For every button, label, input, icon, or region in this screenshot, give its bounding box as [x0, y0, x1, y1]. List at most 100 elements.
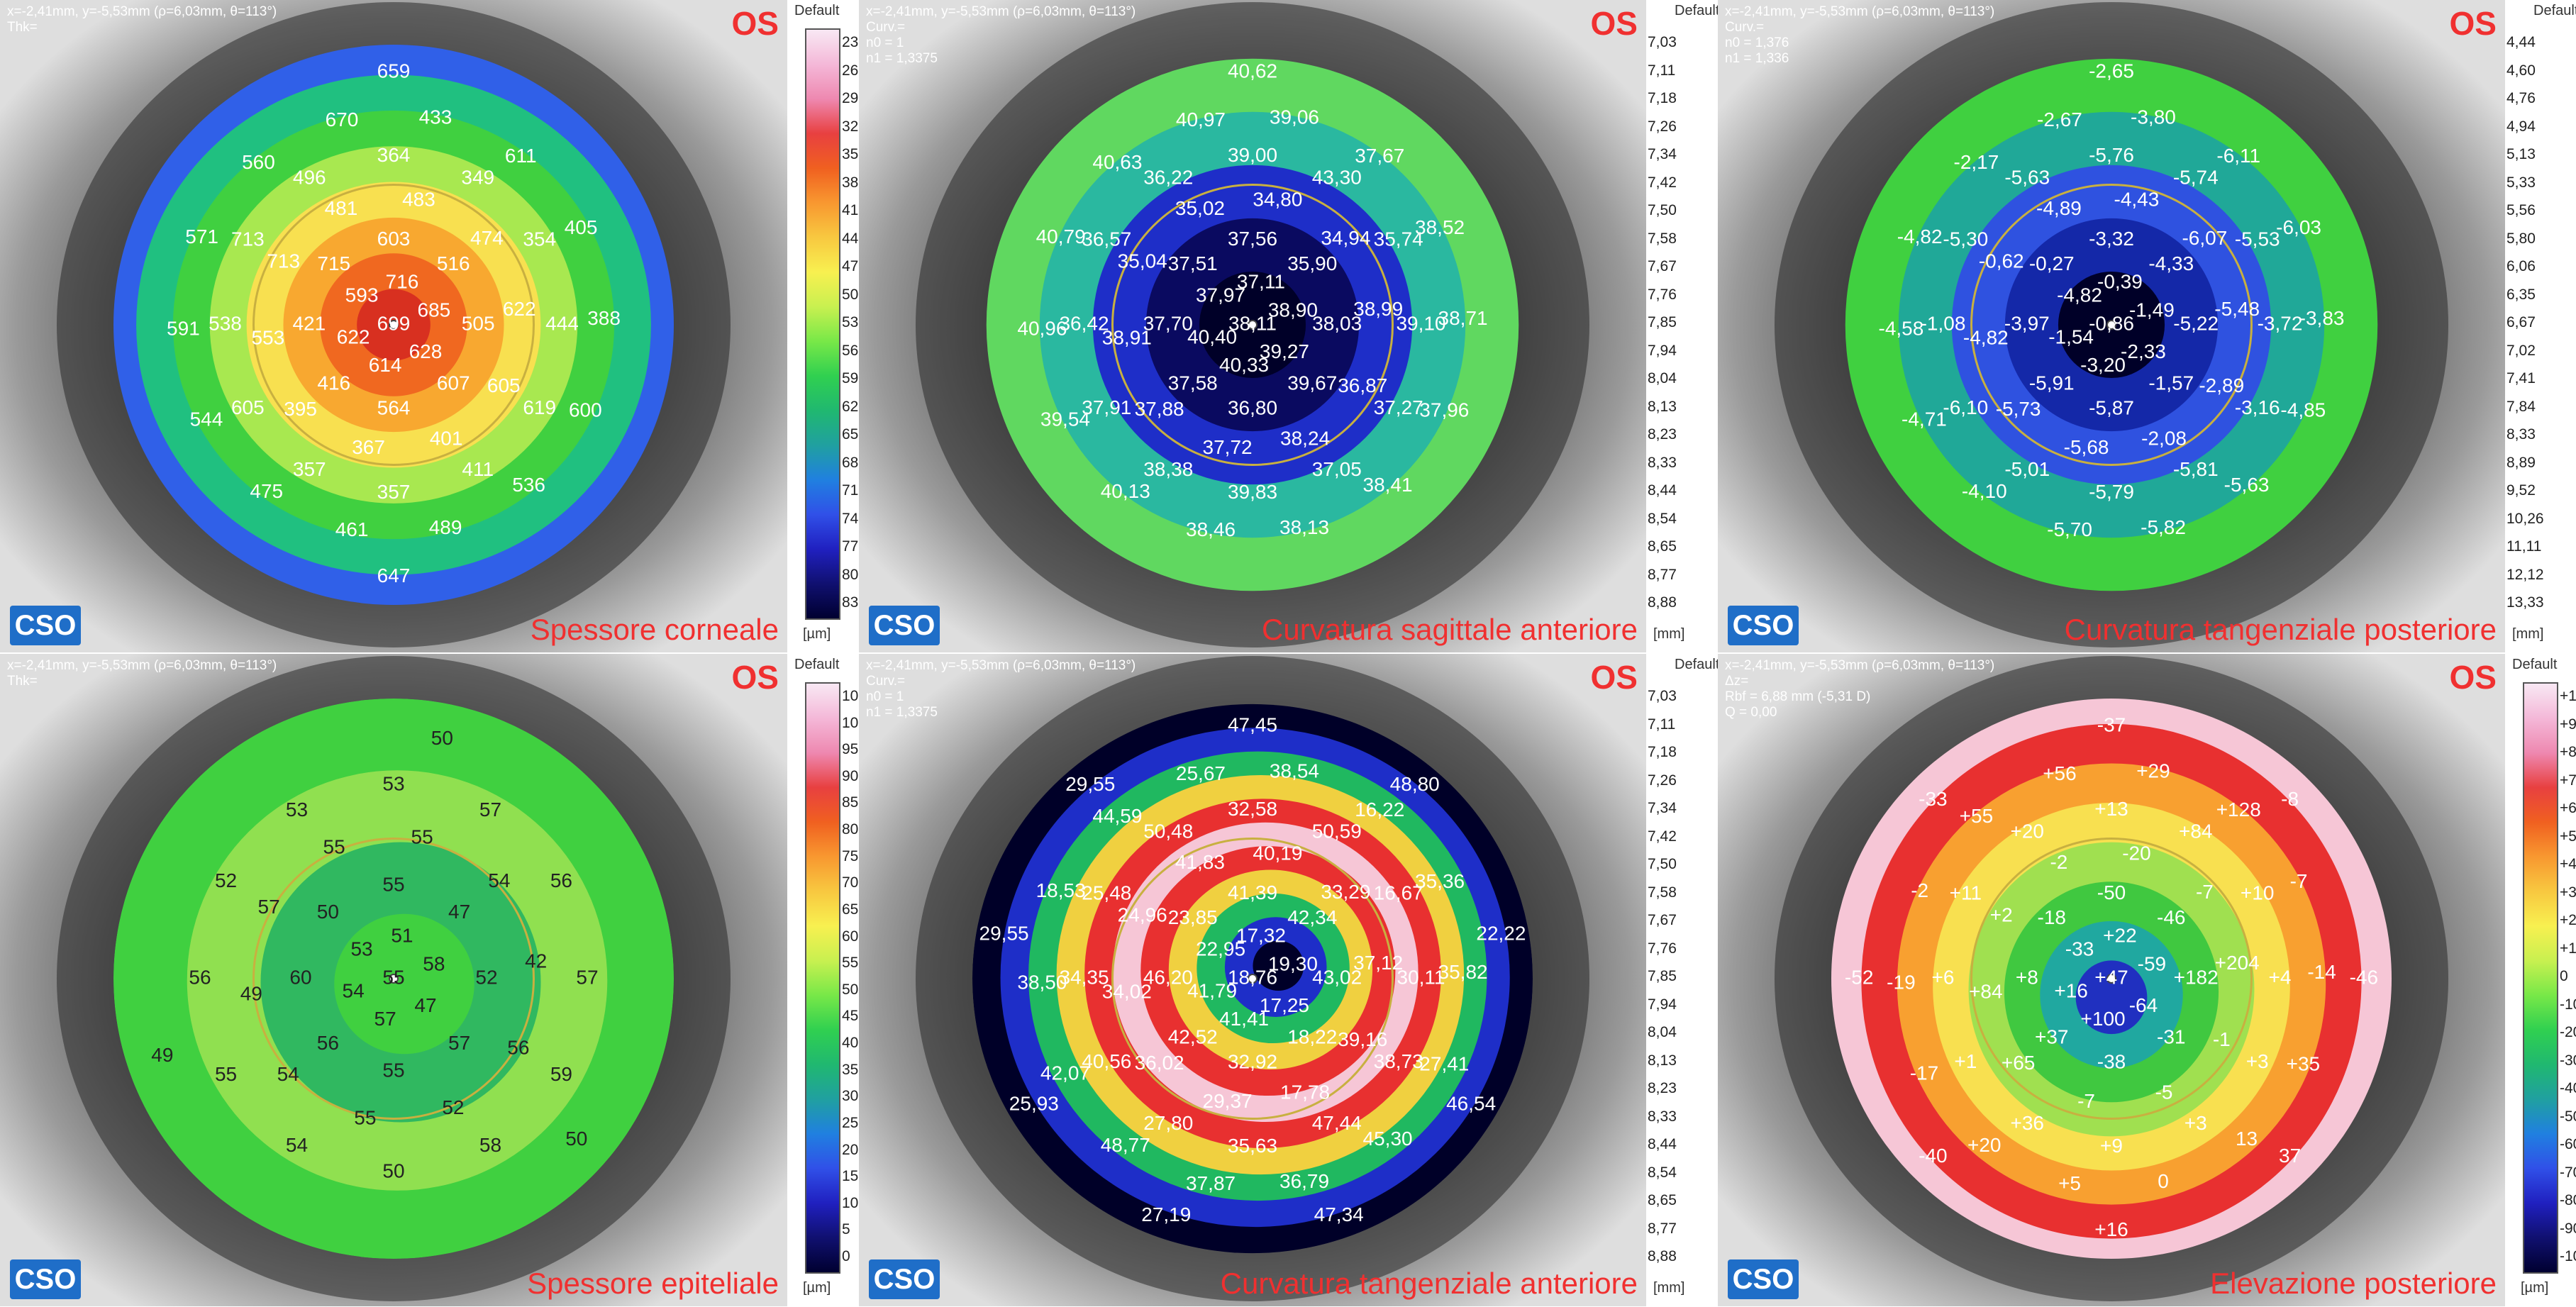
map-value: 40,62: [1228, 60, 1277, 82]
map-value: -37: [2097, 714, 2126, 736]
color-scale[interactable]: Default 230 260 290 320 350 380 410 440 470 500 53…: [787, 0, 972, 652]
map-value: 39,00: [1228, 144, 1277, 166]
scale-tick-label: 95: [842, 741, 859, 758]
panel-anterior-tangential-curvature[interactable]: 18,76 17,32 19,30 17,25 41,41 41,79 22,95 41,39…: [859, 654, 1795, 1306]
map-value: 57: [258, 896, 280, 918]
map-value: -2,67: [2037, 109, 2082, 130]
cursor-info: x=-2,41mm, y=-5,53mm (ρ=6,03mm, θ=113°) …: [7, 4, 277, 35]
scale-tick-label: +100: [2560, 688, 2576, 704]
map-value: 670: [326, 109, 359, 130]
map-title: Elevazione posteriore: [2210, 1267, 2497, 1300]
map-value: 713: [231, 228, 265, 250]
scale-tick-label: 50: [842, 981, 859, 998]
map-value: 35,63: [1228, 1135, 1277, 1157]
map-value: 354: [523, 228, 556, 250]
map-value: 619: [523, 396, 556, 418]
map-value: 37,56: [1228, 228, 1277, 250]
color-scale[interactable]: Default +100+90+80+70+60+50+40+30+20+100…: [2505, 654, 2576, 1306]
map-area[interactable]: 38,11 37,11 38,90 39,27 40,33 40,40 37,97 37,56…: [859, 0, 1646, 652]
map-value: -5,22: [2173, 312, 2219, 334]
cursor-info: x=-2,41mm, y=-5,53mm (ρ=6,03mm, θ=113°) …: [866, 658, 1136, 720]
scale-tick-label: 8,13: [1648, 398, 1677, 415]
map-value: 18,53: [1036, 879, 1086, 901]
scale-title[interactable]: Default: [794, 657, 840, 672]
map-value: 49: [240, 982, 262, 1004]
map-value: 38,46: [1186, 518, 1236, 540]
scale-tick-label: 4,60: [2506, 62, 2536, 79]
scale-tick-label: 8,13: [1648, 1052, 1677, 1069]
map-value: 699: [377, 312, 411, 334]
map-value: 622: [503, 298, 536, 320]
map-value: 41,79: [1187, 979, 1237, 1001]
panel-posterior-tangential-curvature[interactable]: -0,86 -0,39 -1,49 -2,33 -3,20 -1,54 -4,82 -3,32…: [1718, 0, 2576, 652]
map-value: 55: [411, 825, 433, 847]
map-value: 474: [470, 227, 504, 249]
map-value: 367: [352, 436, 385, 458]
map-value: -0,39: [2097, 271, 2143, 293]
eye-label: OS: [2449, 5, 2497, 42]
map-value: -5,81: [2173, 458, 2219, 480]
map-value: 27,41: [1419, 1053, 1469, 1075]
panel-posterior-elevation[interactable]: +47 +22 -59 -64 +100 +16 -33 -50 -46 +182 -31 -38 +3…: [1718, 654, 2576, 1306]
map-value: -4,89: [2036, 197, 2082, 219]
scale-tick-label: 55: [842, 955, 859, 972]
center-marker: [389, 974, 399, 984]
map-value: 53: [382, 772, 404, 794]
map-value: 36,02: [1135, 1052, 1184, 1074]
scale-tick-label: 4,76: [2506, 90, 2536, 106]
color-scale[interactable]: Default 105 100 95 90 85 80 75 70 65 60 55 50 45 40 35…: [787, 654, 972, 1306]
map-value: 53: [350, 938, 372, 960]
scale-title[interactable]: Default: [1675, 3, 1720, 18]
map-value: -5,79: [2089, 481, 2134, 503]
scale-tick-label: +90: [2560, 716, 2576, 733]
panel-epithelial-thickness[interactable]: 55 51 58 47 57 54 53 55 47 52 57 55 56 60 50 55 54 42 56 52…: [0, 654, 867, 1306]
map-value: -5,53: [2235, 228, 2280, 250]
pupil-circle: [1970, 184, 2253, 466]
scale-title[interactable]: Default: [1675, 657, 1720, 672]
map-value: -40: [1919, 1145, 1947, 1167]
map-value: -4,82: [1897, 226, 1943, 248]
map-value: 48,77: [1101, 1134, 1150, 1156]
pupil-circle: [252, 184, 535, 466]
map-value: -5,76: [2089, 144, 2134, 166]
scale-tick-label: 7,26: [1648, 772, 1677, 789]
cursor-info: x=-2,41mm, y=-5,53mm (ρ=6,03mm, θ=113°) …: [7, 658, 277, 689]
map-value: 364: [377, 144, 411, 166]
map-value: 25,67: [1176, 762, 1226, 784]
map-value: 52: [475, 966, 497, 988]
scale-title[interactable]: Default: [794, 3, 840, 18]
scale-unit: [mm]: [1653, 626, 1685, 642]
scale-tick-label: 7,50: [1648, 856, 1677, 872]
scale-tick-label: 4,94: [2506, 118, 2536, 135]
panel-corneal-thickness[interactable]: 699 716 685 628 614 622 593 603 516 505 607 564 416 4…: [0, 0, 867, 652]
map-value: 54: [277, 1063, 299, 1085]
map-value: 22,22: [1476, 923, 1526, 945]
panel-anterior-sagittal-curvature[interactable]: 38,11 37,11 38,90 39,27 40,33 40,40 37,97 37,56…: [859, 0, 1795, 652]
scale-tick-label: +40: [2560, 856, 2576, 872]
scale-tick-label: 8,04: [1648, 370, 1677, 386]
map-value: -3,97: [2004, 312, 2050, 334]
scale-title[interactable]: Default: [2533, 3, 2576, 18]
map-value: -19: [1887, 972, 1915, 994]
scale-tick-label: 35: [842, 1061, 859, 1078]
map-value: 47: [448, 901, 470, 923]
color-scale[interactable]: Default 4,44 4,60 4,76 4,94 5,13 5,33 5,56 5,80…: [2505, 0, 2576, 652]
map-value: 47,45: [1228, 714, 1277, 736]
map-value: 37,91: [1082, 396, 1131, 418]
scale-title[interactable]: Default: [2512, 657, 2558, 672]
scale-tick-label: 7,76: [1648, 940, 1677, 957]
map-value: 32,58: [1228, 798, 1277, 820]
map-value: -5,30: [1943, 228, 1988, 250]
scale-tick-label: 7,18: [1648, 744, 1677, 760]
map-value: +9: [2100, 1135, 2123, 1157]
map-title: Spessore epiteliale: [527, 1267, 779, 1300]
map-value: 45,30: [1363, 1128, 1413, 1150]
map-area[interactable]: 18,76 17,32 19,30 17,25 41,41 41,79 22,95 41,39…: [859, 654, 1646, 1306]
map-value: 40,79: [1036, 226, 1086, 248]
map-area[interactable]: 55 51 58 47 57 54 53 55 47 52 57 55 56 60 50 55 54 42 56 52…: [0, 654, 787, 1306]
map-value: 401: [430, 428, 463, 450]
map-value: 52: [442, 1096, 464, 1118]
map-area[interactable]: -0,86 -0,39 -1,49 -2,33 -3,20 -1,54 -4,82 -3,32…: [1718, 0, 2505, 652]
map-area[interactable]: 699 716 685 628 614 622 593 603 516 505 607 564 416 4…: [0, 0, 787, 652]
map-area[interactable]: +47 +22 -59 -64 +100 +16 -33 -50 -46 +182 -31 -38 +3…: [1718, 654, 2505, 1306]
